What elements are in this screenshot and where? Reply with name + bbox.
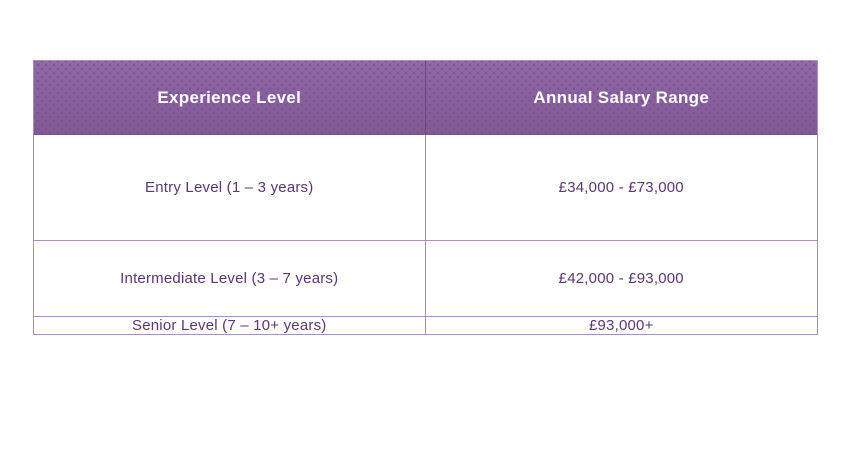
cell-experience-entry-level: Entry Level (1 – 3 years)	[34, 135, 426, 240]
table-row-entry-level: Entry Level (1 – 3 years) £34,000 - £73,…	[34, 135, 817, 240]
cell-salary-entry-level: £34,000 - £73,000	[558, 179, 684, 196]
cell-experience-senior-level: Senior Level (7 – 10+ years)	[34, 317, 426, 334]
cell-salary-intermediate-level: £42,000 - £93,000	[558, 270, 684, 287]
column-header-annual-salary-range: Annual Salary Range	[533, 87, 710, 107]
table-row-senior-level: Senior Level (7 – 10+ years) £93,000+	[34, 316, 817, 334]
cell-salary-senior-level: £93,000+	[588, 317, 654, 334]
table-row-intermediate-level: Intermediate Level (3 – 7 years) £42,000…	[34, 240, 817, 316]
cell-experience-intermediate-level: Intermediate Level (3 – 7 years)	[34, 241, 426, 316]
salary-range-table: Experience Level Annual Salary Range Ent…	[33, 60, 818, 335]
column-header-experience-level: Experience Level	[34, 61, 426, 134]
table-header-row: Experience Level Annual Salary Range	[34, 61, 817, 135]
